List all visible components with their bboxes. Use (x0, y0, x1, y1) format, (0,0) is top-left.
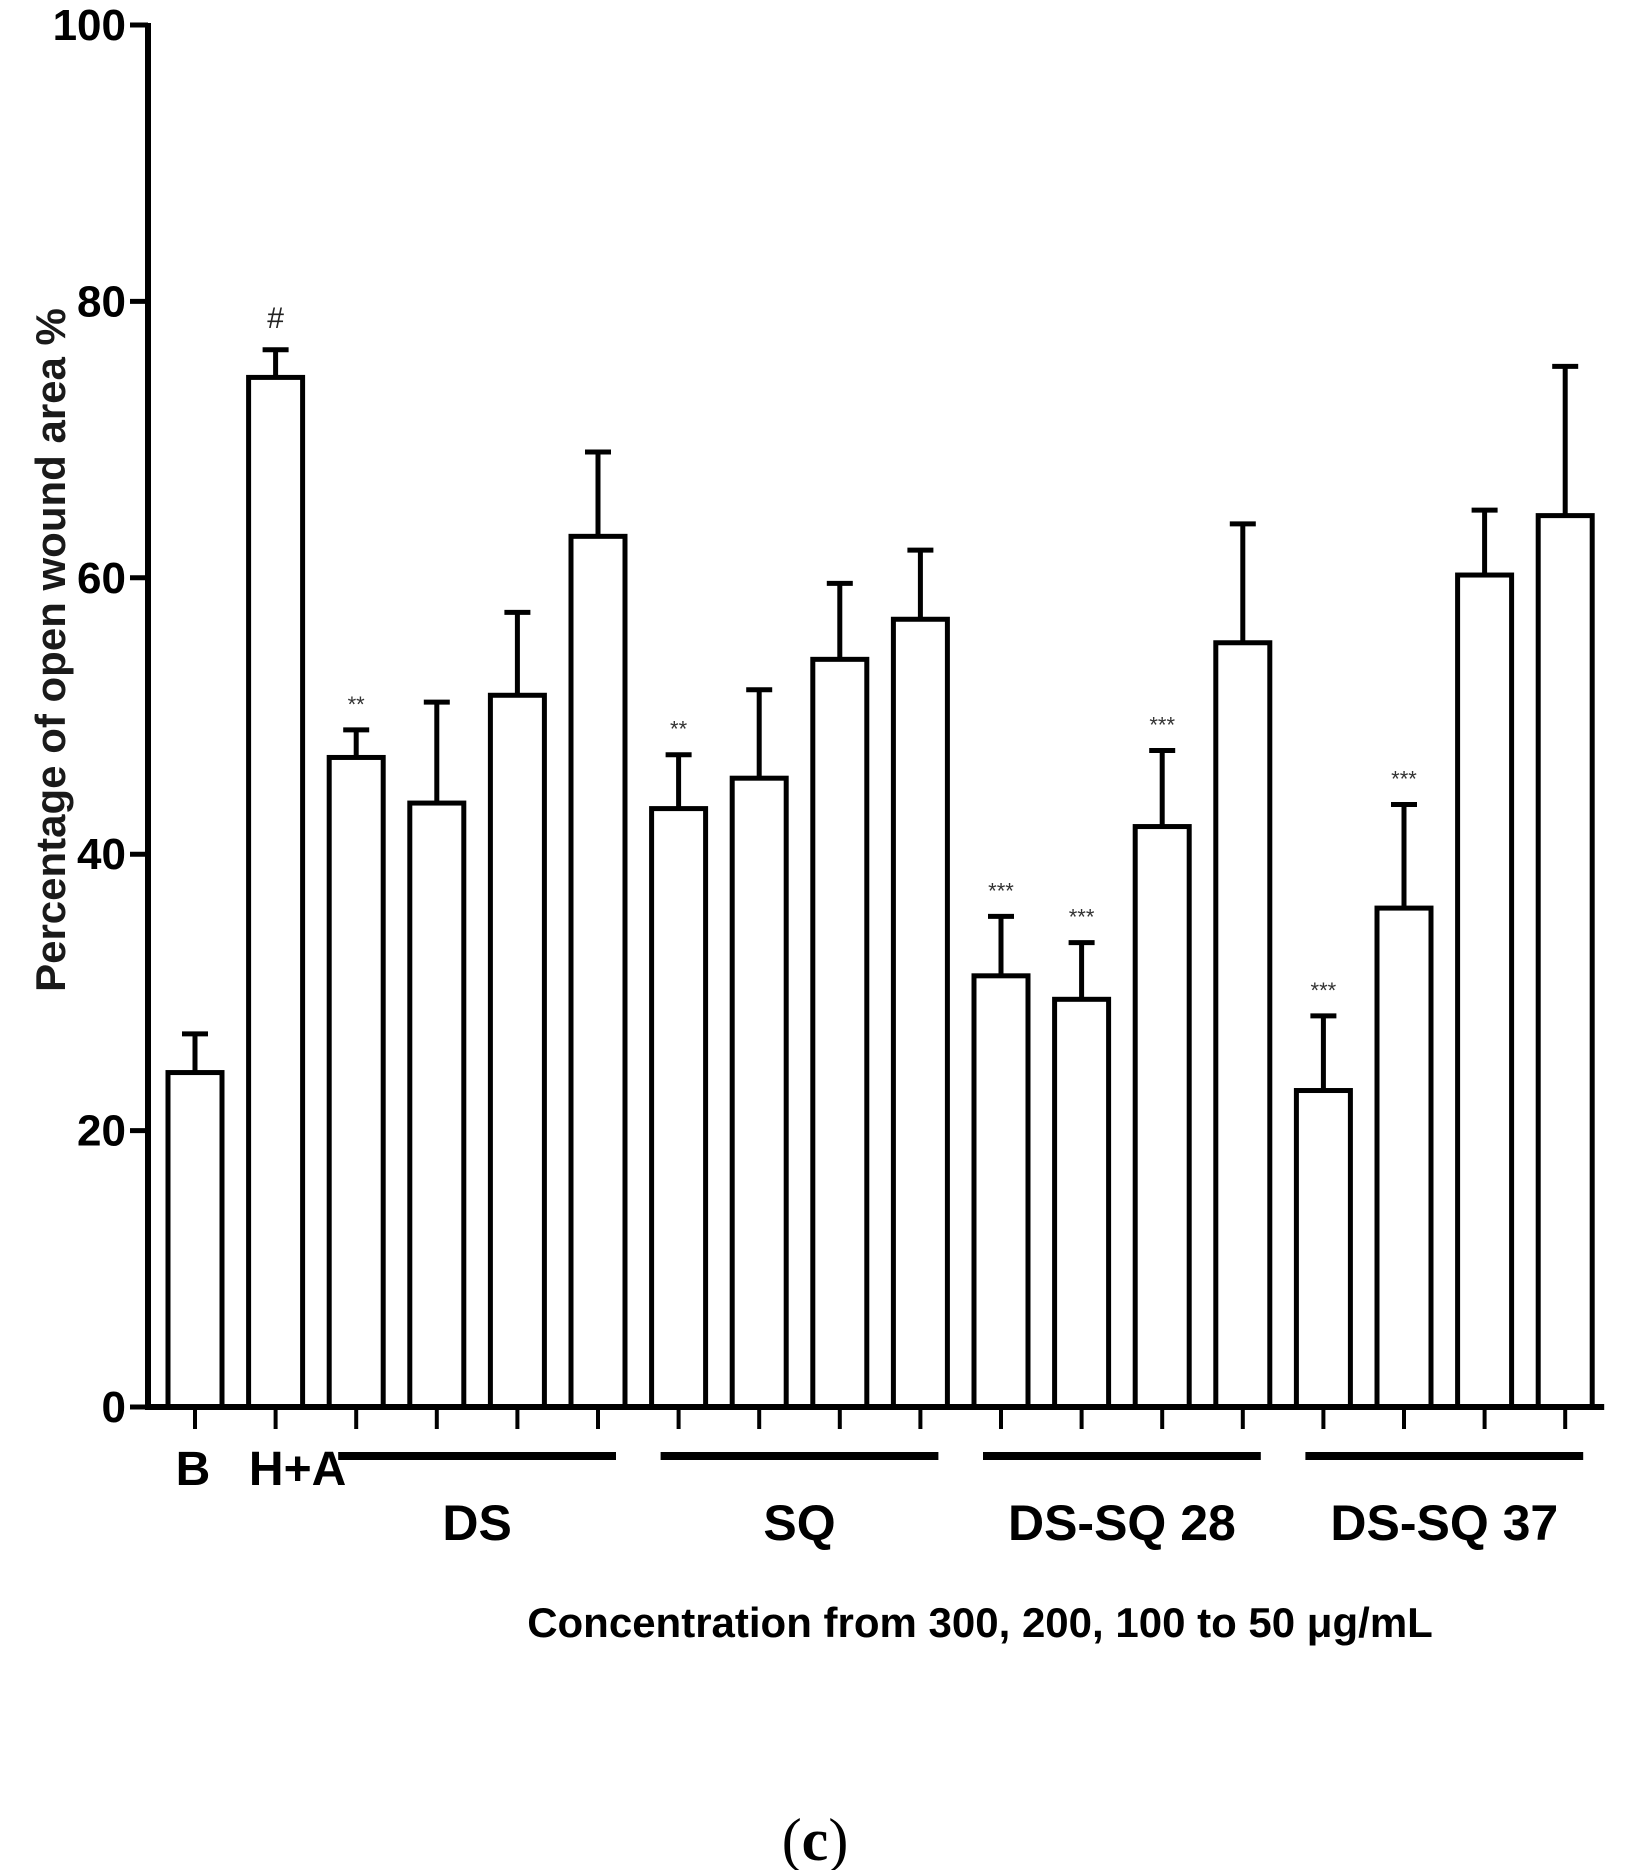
group-label: SQ (763, 1495, 835, 1551)
bar (326, 754, 386, 1410)
bar (246, 374, 306, 1410)
y-tick-label: 0 (102, 1383, 126, 1432)
bar (568, 533, 628, 1410)
bar (971, 973, 1031, 1410)
bar (810, 656, 870, 1410)
y-tick-label: 100 (53, 1, 126, 50)
significance-label: # (267, 302, 284, 335)
bar (729, 775, 789, 1410)
significance-label: ** (348, 692, 366, 717)
y-axis-title: Percentage of open wound area % (27, 308, 74, 992)
bar (1455, 572, 1515, 1410)
bar (1213, 640, 1273, 1410)
y-tick-label: 40 (77, 830, 126, 879)
bar (649, 806, 709, 1410)
y-tick-label: 60 (77, 554, 126, 603)
bar (407, 800, 467, 1410)
bar (890, 616, 950, 1410)
bars-layer: #******************* (165, 302, 1595, 1410)
group-label: DS-SQ 37 (1330, 1495, 1558, 1551)
bar (1052, 996, 1112, 1410)
significance-label: *** (1311, 978, 1337, 1003)
y-tick-label: 80 (77, 277, 126, 326)
group-label: DS (442, 1495, 511, 1551)
axes-layer: 0 20 40 60 80 100 B H+A DS SQ DS-SQ 28 DS-SQ 37 (53, 1, 1605, 1551)
y-tick-label: 20 (77, 1107, 126, 1156)
bar (1535, 513, 1595, 1410)
bar (1374, 905, 1434, 1410)
x-axis-title: Concentration from 300, 200, 100 to 50 μ… (527, 1599, 1433, 1646)
significance-label: *** (1069, 905, 1095, 930)
panel-label: (c) (782, 1807, 849, 1870)
significance-label: *** (1391, 766, 1417, 791)
category-label: B (176, 1443, 211, 1496)
bar (1293, 1088, 1353, 1410)
bar (1132, 824, 1192, 1410)
significance-label: ** (670, 717, 688, 742)
bar (165, 1070, 225, 1410)
significance-label: *** (1149, 713, 1175, 738)
category-label: H+A (249, 1443, 346, 1496)
significance-label: *** (988, 878, 1014, 903)
bar (487, 692, 547, 1410)
group-label: DS-SQ 28 (1008, 1495, 1236, 1551)
